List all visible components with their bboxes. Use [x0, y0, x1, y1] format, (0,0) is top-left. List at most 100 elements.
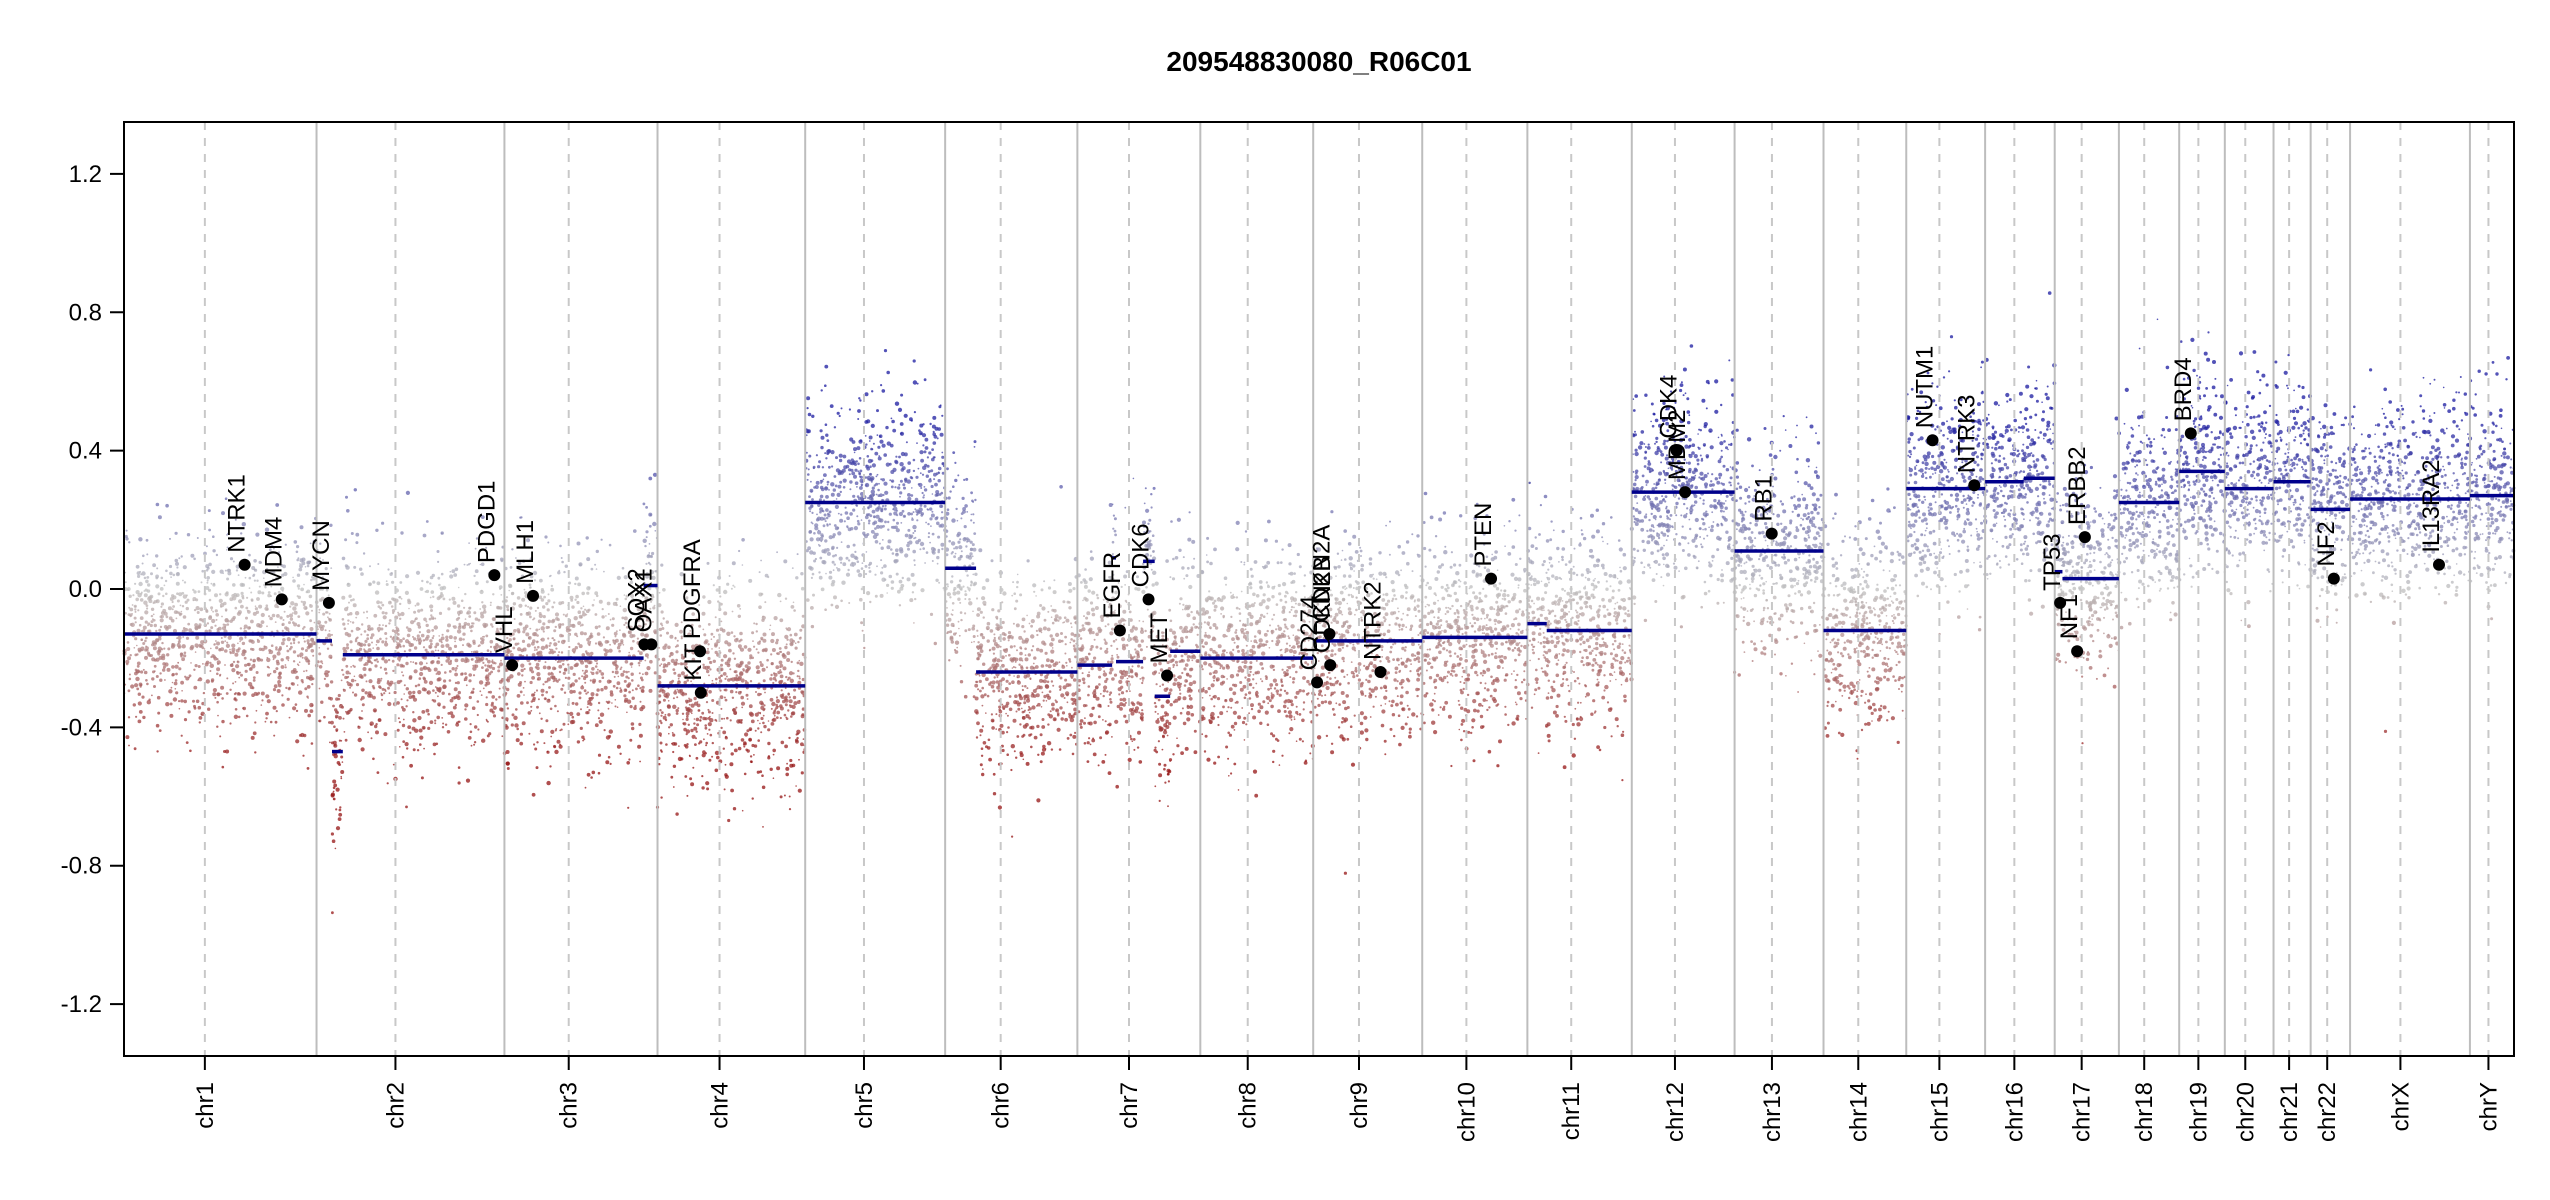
probe-point: [550, 729, 555, 735]
probe-point: [182, 594, 188, 599]
probe-point: [620, 672, 625, 677]
probe-point: [297, 587, 300, 590]
probe-point: [908, 535, 913, 540]
probe-point: [193, 668, 196, 671]
probe-point: [576, 740, 581, 744]
probe-point: [1039, 673, 1043, 677]
probe-point: [598, 625, 601, 628]
probe-point: [727, 657, 732, 661]
probe-point: [464, 659, 468, 664]
probe-point: [1007, 634, 1012, 639]
probe-point: [623, 699, 628, 703]
probe-point: [309, 702, 314, 708]
probe-point: [325, 611, 328, 614]
probe-point: [520, 574, 525, 578]
probe-point: [751, 656, 754, 660]
probe-point: [736, 604, 741, 608]
probe-point: [1021, 707, 1023, 710]
probe-point: [990, 713, 994, 716]
probe-point: [622, 633, 627, 638]
probe-point: [1035, 595, 1037, 597]
probe-point: [792, 601, 795, 604]
probe-point: [941, 414, 944, 417]
probe-point: [597, 771, 601, 775]
probe-point: [499, 557, 504, 562]
probe-point: [521, 674, 524, 677]
probe-point: [470, 690, 475, 694]
probe-point: [686, 794, 689, 797]
probe-point: [834, 526, 839, 531]
probe-point: [378, 685, 382, 689]
probe-point: [278, 671, 282, 675]
probe-point: [707, 647, 709, 650]
probe-point: [725, 675, 728, 678]
probe-point: [1107, 560, 1112, 565]
probe-point: [956, 519, 959, 522]
probe-point: [1050, 659, 1055, 663]
probe-point: [1104, 679, 1108, 684]
probe-point: [463, 606, 466, 609]
probe-point: [325, 586, 329, 591]
probe-point: [907, 493, 911, 497]
probe-point: [136, 628, 141, 633]
probe-point: [466, 564, 469, 566]
probe-point: [809, 550, 814, 555]
probe-point: [868, 570, 872, 573]
probe-point: [1073, 713, 1076, 716]
probe-point: [128, 606, 131, 609]
probe-point: [836, 568, 841, 572]
probe-point: [732, 807, 737, 811]
probe-point: [646, 554, 651, 559]
probe-point: [956, 646, 958, 649]
probe-point: [931, 424, 936, 429]
probe-point: [629, 705, 633, 709]
probe-point: [957, 540, 961, 544]
probe-point: [581, 669, 584, 672]
probe-point: [216, 672, 219, 676]
probe-point: [644, 671, 649, 676]
probe-point: [325, 683, 330, 688]
probe-point: [1014, 666, 1017, 669]
probe-point: [299, 563, 301, 565]
probe-point: [553, 638, 556, 642]
probe-point: [449, 698, 454, 703]
probe-point: [605, 615, 607, 617]
probe-point: [1044, 675, 1049, 679]
probe-point: [495, 698, 498, 701]
probe-point: [818, 498, 822, 502]
probe-point: [660, 563, 664, 567]
probe-point: [732, 708, 735, 712]
probe-point: [662, 668, 667, 674]
probe-point: [136, 669, 140, 673]
probe-point: [822, 478, 825, 481]
probe-point: [196, 537, 199, 539]
probe-point: [906, 577, 911, 582]
probe-point: [234, 518, 237, 521]
probe-point: [299, 652, 304, 657]
probe-point: [258, 585, 261, 588]
probe-point: [749, 654, 753, 658]
probe-point: [817, 529, 820, 532]
probe-point: [1030, 619, 1035, 624]
probe-point: [628, 758, 631, 761]
probe-point: [549, 648, 551, 650]
probe-point: [1070, 632, 1075, 636]
probe-point: [425, 520, 429, 523]
probe-point: [715, 628, 720, 632]
probe-point: [912, 469, 916, 473]
probe-point: [175, 561, 179, 566]
probe-point: [969, 552, 973, 556]
probe-point: [324, 620, 328, 624]
probe-point: [219, 673, 222, 676]
probe-point: [456, 629, 462, 634]
probe-point: [893, 511, 898, 516]
probe-point: [833, 426, 837, 429]
probe-point: [460, 672, 464, 676]
probe-point: [784, 687, 787, 690]
probe-point: [959, 538, 962, 541]
probe-point: [891, 552, 895, 555]
probe-point: [699, 719, 702, 722]
probe-point: [972, 635, 976, 638]
probe-point: [616, 575, 621, 581]
probe-point: [229, 688, 232, 691]
